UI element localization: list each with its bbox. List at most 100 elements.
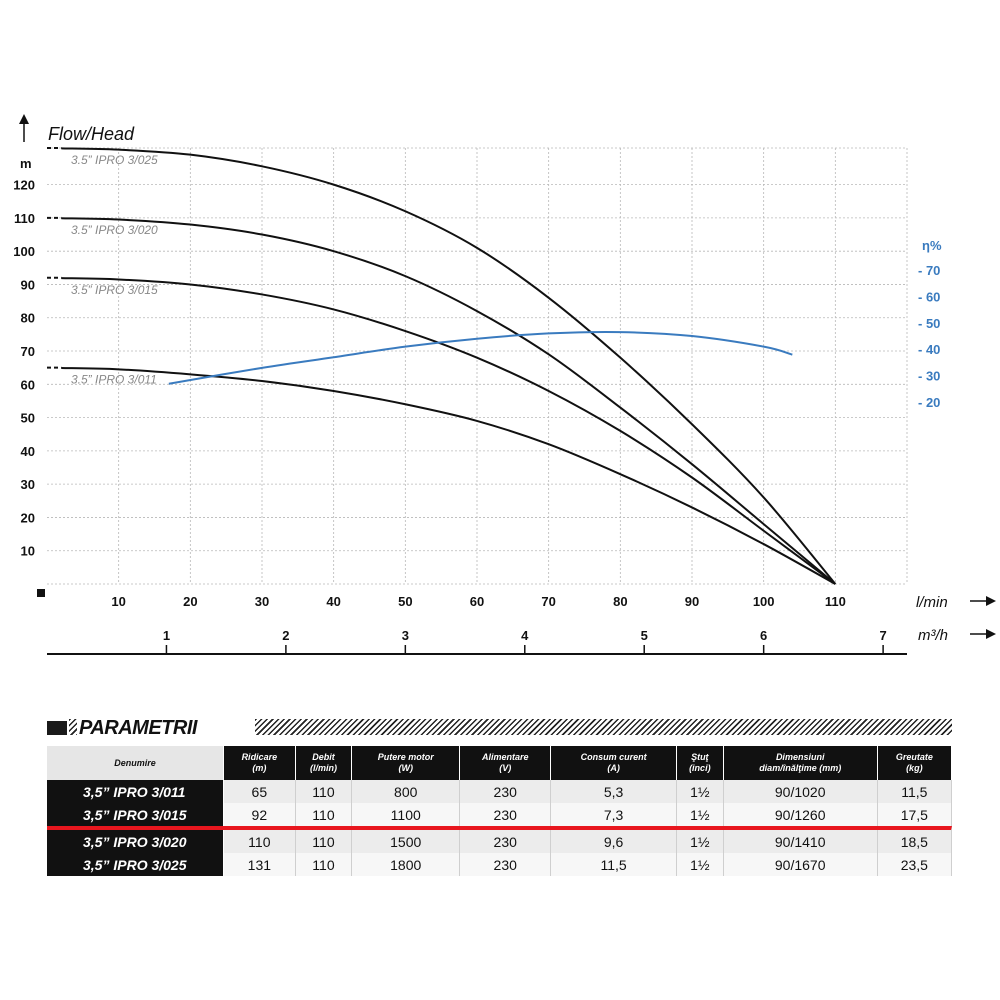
table-cell: 110 xyxy=(295,780,353,803)
table-cell: 110 xyxy=(295,830,353,853)
table-row: 3,5” IPRO 3/011 65 110 800 230 5,3 1½ 90/1020 11… xyxy=(47,780,952,803)
y2-tick-label: - 20 xyxy=(918,395,940,410)
model-name-cell: 3,5” IPRO 3/011 xyxy=(47,780,224,803)
y-tick-label: 40 xyxy=(21,444,35,459)
x2-tick-label: 4 xyxy=(521,628,529,643)
table-header-cell: Ridicare (m) xyxy=(224,746,296,780)
y-tick-label: 30 xyxy=(21,477,35,492)
table-header-cell: Ştuţ (inci) xyxy=(676,746,724,780)
x2-axis-unit: m³/h xyxy=(918,627,948,644)
table-cell: 1½ xyxy=(676,853,724,876)
params-section-header: PARAMETRII xyxy=(47,717,952,739)
y-tick-label: 90 xyxy=(21,277,35,292)
table-cell: 131 xyxy=(224,853,296,876)
y2-axis-ticks: - 70 - 60 - 50 - 40 - 30 - 20 xyxy=(918,263,940,410)
y-tick-label: 60 xyxy=(21,377,35,392)
params-title: PARAMETRII xyxy=(79,717,197,739)
y-tick-label: 100 xyxy=(13,244,35,259)
y2-tick-label: - 40 xyxy=(918,342,940,357)
y-axis-arrow-icon xyxy=(19,114,29,124)
efficiency-curve-group xyxy=(168,330,793,385)
y-tick-label: 50 xyxy=(21,411,35,426)
pump-curve-2 xyxy=(61,277,836,585)
table-cell: 90/1020 xyxy=(723,780,878,803)
x-axis-arrow-icon xyxy=(986,596,996,606)
x-tick-label: 110 xyxy=(825,594,846,609)
table-cell: 65 xyxy=(224,780,296,803)
origin-marker xyxy=(37,589,45,597)
table-cell: 1½ xyxy=(676,780,724,803)
x-axis-ticks: 10 20 30 40 50 60 70 80 90 100 110 xyxy=(111,594,845,609)
y2-tick-label: - 30 xyxy=(918,369,940,384)
x-tick-label: 30 xyxy=(255,594,269,609)
table-header-cell: Consum curent (A) xyxy=(551,746,677,780)
table-header-cell: Denumire xyxy=(47,746,224,780)
table-cell: 92 xyxy=(224,803,296,826)
table-cell: 9,6 xyxy=(551,830,677,853)
table-cell: 23,5 xyxy=(877,853,952,876)
curve-label-3: 3.5” IPRO 3/011 xyxy=(71,373,157,387)
pump-curve-0 xyxy=(61,147,837,585)
y-tick-label: 110 xyxy=(14,211,35,226)
x2-tick-label: 6 xyxy=(760,628,767,643)
table-header-cell: Greutate (kg) xyxy=(877,746,952,780)
table-cell: 1100 xyxy=(352,803,461,826)
x-tick-label: 20 xyxy=(183,594,197,609)
model-name-cell: 3,5” IPRO 3/025 xyxy=(47,853,224,876)
table-cell: 1500 xyxy=(352,830,461,853)
flow-head-chart: 3.5” IPRO 3/025 3.5” IPRO 3/020 3.5” IPRO … xyxy=(13,114,996,655)
table-cell: 18,5 xyxy=(877,830,952,853)
table-cell: 110 xyxy=(295,853,353,876)
table-cell: 90/1260 xyxy=(723,803,878,826)
table-cell: 1½ xyxy=(676,830,724,853)
table-row: 3,5” IPRO 3/025 131 110 1800 230 11,5 1½ 90/167… xyxy=(47,853,952,876)
table-cell: 11,5 xyxy=(551,853,677,876)
x-tick-label: 40 xyxy=(326,594,340,609)
chart-grid xyxy=(47,147,908,585)
header-hatch-right xyxy=(255,719,952,735)
table-cell: 11,5 xyxy=(877,780,952,803)
curve-label-1: 3.5” IPRO 3/020 xyxy=(71,223,158,237)
table-header-row: Denumire Ridicare (m) Debit (l/min) Putere mo… xyxy=(47,746,952,780)
y-tick-label: 20 xyxy=(21,510,35,525)
y-tick-label: 10 xyxy=(21,544,35,559)
chart-title: Flow/Head xyxy=(48,124,135,144)
table-cell: 17,5 xyxy=(877,803,952,826)
x2-axis-ticks: 1 2 3 4 5 6 7 xyxy=(163,628,887,654)
pump-curve-3 xyxy=(61,366,836,585)
y2-tick-label: - 70 xyxy=(918,263,940,278)
pump-curve-1 xyxy=(61,217,836,585)
x2-tick-label: 2 xyxy=(282,628,289,643)
x-axis-unit: l/min xyxy=(916,594,948,611)
y2-tick-label: - 60 xyxy=(918,289,940,304)
table-header-cell: Alimentare (V) xyxy=(460,746,552,780)
x2-tick-label: 5 xyxy=(641,628,648,643)
x-tick-label: 90 xyxy=(685,594,699,609)
x-tick-label: 70 xyxy=(541,594,555,609)
curve-labels: 3.5” IPRO 3/025 3.5” IPRO 3/020 3.5” IPRO … xyxy=(71,153,158,387)
table-separator xyxy=(47,826,952,830)
table-cell: 1½ xyxy=(676,803,724,826)
table-row: 3,5” IPRO 3/015 92 110 1100 230 7,3 1½ 90/1260 1… xyxy=(47,803,952,826)
table-header-cell: Debit (l/min) xyxy=(295,746,353,780)
x-tick-label: 50 xyxy=(398,594,412,609)
table-cell: 230 xyxy=(460,803,552,826)
efficiency-curve xyxy=(168,330,793,385)
efficiency-unit: η% xyxy=(922,238,942,253)
table-cell: 110 xyxy=(224,830,296,853)
pump-curves xyxy=(61,147,837,585)
y-axis-unit: m xyxy=(20,156,32,171)
table-cell: 230 xyxy=(460,780,552,803)
x-tick-label: 80 xyxy=(613,594,627,609)
params-table: Denumire Ridicare (m) Debit (l/min) Putere mo… xyxy=(47,746,952,876)
x2-tick-label: 7 xyxy=(879,628,886,643)
header-hatch-left xyxy=(69,719,77,735)
model-name-cell: 3,5” IPRO 3/015 xyxy=(47,803,224,826)
x-tick-label: 60 xyxy=(470,594,484,609)
table-cell: 800 xyxy=(352,780,461,803)
x2-tick-label: 1 xyxy=(163,628,170,643)
y-tick-label: 80 xyxy=(21,311,35,326)
table-header-cell: Putere motor (W) xyxy=(352,746,461,780)
table-cell: 230 xyxy=(460,830,552,853)
table-header-cell: Dimensiuni diam/înălţime (mm) xyxy=(723,746,878,780)
